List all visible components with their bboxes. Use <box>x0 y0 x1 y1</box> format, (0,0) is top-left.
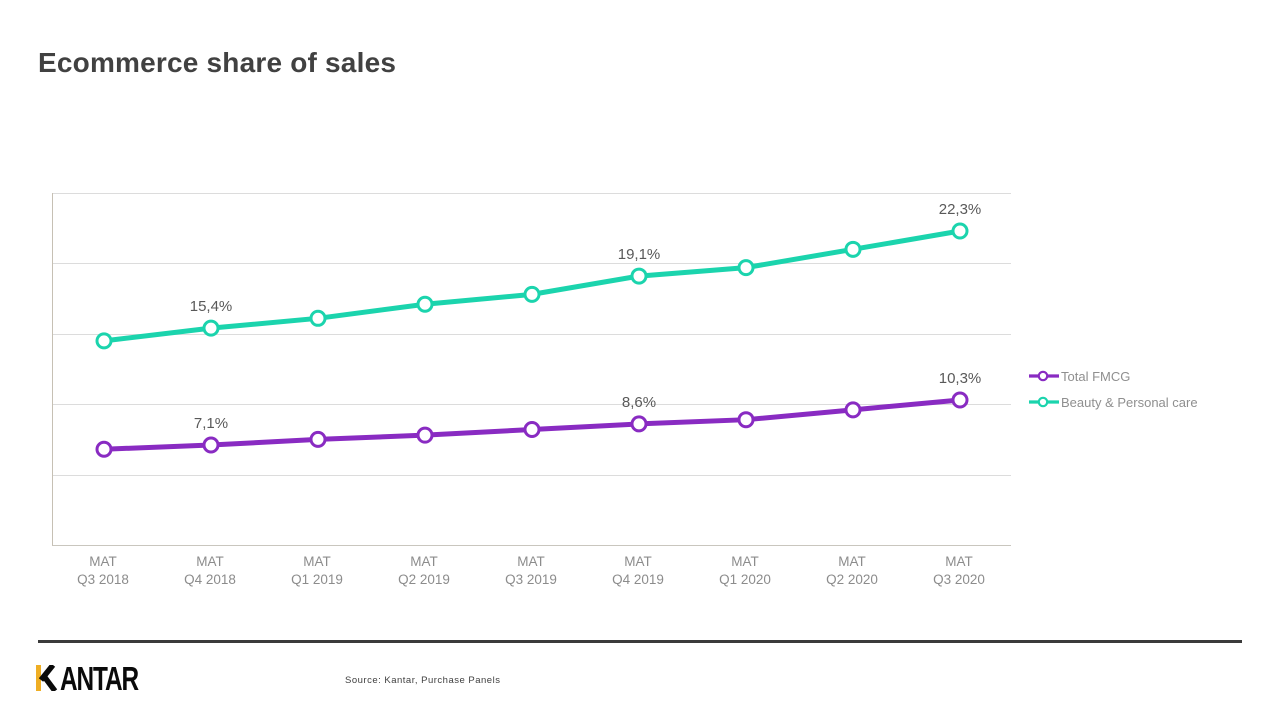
x-tick-line: Q2 2020 <box>826 572 878 587</box>
x-tick-label: MAT Q3 2019 <box>476 553 586 589</box>
footer-divider <box>38 640 1242 643</box>
kantar-logo-k-lower-arm <box>41 674 58 691</box>
data-point-beauty-personal-care <box>737 259 755 277</box>
chart-legend: Total FMCG Beauty & Personal care <box>1029 363 1198 415</box>
x-tick-label: MAT Q1 2019 <box>262 553 372 589</box>
x-tick-line: MAT <box>945 554 973 569</box>
legend-item: Beauty & Personal care <box>1029 389 1198 415</box>
x-tick-label: MAT Q1 2020 <box>690 553 800 589</box>
data-point-beauty-personal-care <box>523 285 541 303</box>
legend-label: Beauty & Personal care <box>1061 394 1198 410</box>
x-tick-label: MAT Q4 2018 <box>155 553 265 589</box>
data-label: 19,1% <box>617 246 661 264</box>
x-tick-line: Q2 2019 <box>398 572 450 587</box>
data-point-total-fmcg <box>95 440 113 458</box>
data-point-total-fmcg <box>737 411 755 429</box>
legend-label: Total FMCG <box>1061 368 1131 384</box>
data-label: 7,1% <box>193 415 229 433</box>
source-note: Source: Kantar, Purchase Panels <box>345 675 501 686</box>
x-tick-line: MAT <box>517 554 545 569</box>
kantar-logo-accent-bar <box>36 665 41 691</box>
grid-line <box>53 193 1011 194</box>
x-tick-line: MAT <box>303 554 331 569</box>
data-point-total-fmcg <box>844 401 862 419</box>
data-point-beauty-personal-care <box>951 222 969 240</box>
chart-plot-area: 7,1% 8,6% 10,3% 15,4% 19,1% 22,3% <box>52 193 1011 546</box>
data-point-beauty-personal-care <box>416 295 434 313</box>
x-tick-line: Q4 2018 <box>184 572 236 587</box>
x-tick-line: MAT <box>838 554 866 569</box>
x-tick-line: MAT <box>624 554 652 569</box>
legend-marker-icon <box>1029 396 1059 408</box>
x-tick-line: Q1 2019 <box>291 572 343 587</box>
kantar-logo: ANTAR <box>36 665 141 691</box>
x-tick-label: MAT Q3 2020 <box>904 553 1014 589</box>
grid-line <box>53 263 1011 265</box>
x-tick-line: MAT <box>196 554 224 569</box>
data-label: 8,6% <box>621 393 657 411</box>
data-label: 10,3% <box>938 369 982 387</box>
data-point-beauty-personal-care <box>844 240 862 258</box>
x-tick-label: MAT Q2 2020 <box>797 553 907 589</box>
kantar-logo-text: ANTAR <box>60 665 139 691</box>
x-tick-line: Q1 2020 <box>719 572 771 587</box>
x-tick-line: Q3 2019 <box>505 572 557 587</box>
x-tick-label: MAT Q2 2019 <box>369 553 479 589</box>
x-tick-line: MAT <box>410 554 438 569</box>
data-label: 15,4% <box>189 298 233 316</box>
x-tick-line: Q4 2019 <box>612 572 664 587</box>
data-point-beauty-personal-care <box>202 319 220 337</box>
legend-marker-icon <box>1029 370 1059 382</box>
data-point-beauty-personal-care <box>630 267 648 285</box>
data-point-total-fmcg <box>951 391 969 409</box>
data-point-beauty-personal-care <box>95 332 113 350</box>
x-tick-label: MAT Q3 2018 <box>48 553 158 589</box>
chart-series <box>95 222 969 458</box>
x-tick-line: MAT <box>731 554 759 569</box>
x-tick-label: MAT Q4 2019 <box>583 553 693 589</box>
grid-line <box>53 404 1011 406</box>
page-title: Ecommerce share of sales <box>38 47 397 78</box>
x-tick-line: MAT <box>89 554 117 569</box>
data-point-total-fmcg <box>523 421 541 439</box>
data-point-total-fmcg <box>630 415 648 433</box>
grid-line <box>53 474 1011 476</box>
x-tick-line: Q3 2020 <box>933 572 985 587</box>
x-tick-line: Q3 2018 <box>77 572 129 587</box>
data-point-total-fmcg <box>416 426 434 444</box>
legend-item: Total FMCG <box>1029 363 1198 389</box>
data-label: 22,3% <box>938 201 982 219</box>
data-point-beauty-personal-care <box>309 309 327 327</box>
grid-line <box>53 333 1011 335</box>
data-point-total-fmcg <box>202 436 220 454</box>
data-point-total-fmcg <box>309 430 327 448</box>
